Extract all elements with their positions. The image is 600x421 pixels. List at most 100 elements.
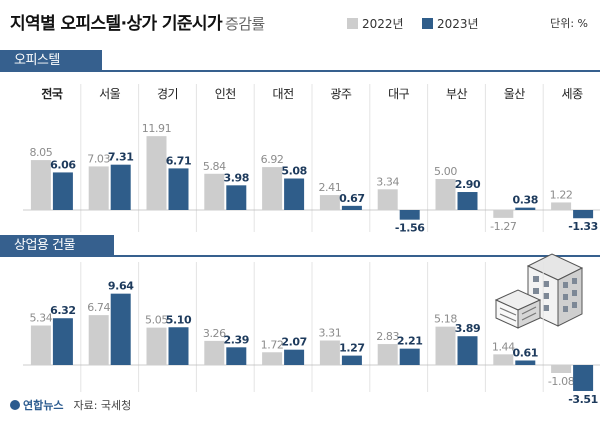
data-label: 6.74 (87, 301, 110, 314)
bar-2022 (30, 160, 51, 210)
bar-2022 (435, 179, 456, 210)
category-label: 인천 (214, 87, 237, 101)
data-label: 11.91 (142, 122, 172, 135)
data-label: 0.61 (513, 346, 539, 359)
logo-icon (10, 400, 20, 410)
data-label: 8.05 (29, 146, 52, 159)
data-label: 3.31 (318, 327, 341, 340)
category-label: 대전 (272, 87, 295, 101)
data-label: 6.92 (261, 153, 284, 166)
data-label: 9.64 (108, 280, 134, 293)
data-label: 5.05 (145, 314, 168, 327)
data-label: 3.89 (455, 322, 481, 335)
bar-2023 (573, 365, 594, 391)
data-label: 3.98 (224, 171, 250, 184)
bar-2022 (204, 340, 225, 365)
category-label: 경기 (156, 87, 179, 101)
bar-2023 (457, 336, 478, 365)
data-label: 6.71 (166, 154, 192, 167)
data-label: 2.07 (281, 336, 307, 349)
title-main: 지역별 오피스텔·상가 기준시가 (10, 14, 223, 34)
chart-header: 지역별 오피스텔·상가 기준시가 증감률 2022년 2023년 단위: % (0, 0, 600, 44)
section-header-commercial: 상업용 건물 (0, 235, 600, 257)
data-label: -1.56 (395, 222, 425, 235)
data-label: 1.22 (550, 188, 573, 201)
bar-2023 (168, 327, 189, 365)
bar-2023 (168, 168, 189, 210)
data-label: 5.08 (281, 165, 307, 178)
legend-label-2023: 2023년 (437, 17, 479, 31)
bar-2023 (515, 207, 536, 210)
bar-2022 (262, 167, 283, 210)
bar-2023 (341, 205, 362, 210)
data-label: 5.10 (166, 313, 192, 326)
bar-2023 (284, 349, 305, 365)
bar-2023 (52, 318, 73, 365)
bar-2022 (377, 344, 398, 365)
data-label: 2.21 (397, 335, 423, 348)
chart-title: 지역별 오피스텔·상가 기준시가 증감률 (10, 9, 265, 34)
bar-2023 (52, 172, 73, 210)
category-label: 광주 (330, 87, 352, 101)
source-label: 자료: 국세청 (73, 399, 132, 412)
data-label: 2.83 (376, 330, 399, 343)
yonhap-logo: 연합뉴스 (10, 397, 63, 413)
bar-2022 (493, 210, 514, 218)
title-sub: 증감률 (225, 15, 265, 33)
bar-2022 (204, 173, 225, 210)
data-label: 0.67 (339, 192, 365, 205)
bar-2023 (226, 185, 247, 210)
building-icon (494, 253, 584, 329)
building-illustration (494, 253, 584, 329)
bar-2023 (110, 293, 131, 365)
bar-2022 (88, 166, 109, 210)
section-header-officetel: 오피스텔 (0, 50, 600, 72)
bar-2023 (515, 360, 536, 365)
bar-2022 (551, 365, 572, 373)
bar-2023 (573, 210, 594, 219)
unit-label: 단위: % (550, 17, 588, 30)
bar-2022 (88, 315, 109, 365)
section-rule (0, 255, 600, 257)
bar-2022 (493, 354, 514, 365)
legend-item-2022: 2022년 (347, 15, 404, 32)
bar-2022 (319, 195, 340, 210)
data-label: 5.84 (203, 160, 226, 173)
legend-item-2023: 2023년 (422, 15, 479, 32)
bar-2023 (457, 192, 478, 210)
legend-swatch-2023 (422, 18, 433, 29)
section-title-commercial: 상업용 건물 (0, 235, 114, 257)
bar-2023 (399, 210, 420, 220)
data-label: -1.08 (548, 375, 575, 388)
logo-text: 연합뉴스 (23, 399, 64, 412)
footer: 연합뉴스 자료: 국세청 (10, 397, 131, 413)
category-label: 세종 (561, 87, 584, 101)
data-label: 1.44 (492, 340, 515, 353)
data-label: 7.03 (87, 152, 110, 165)
bar-2023 (226, 347, 247, 365)
data-label: 2.39 (224, 333, 250, 346)
data-label: -1.27 (490, 220, 517, 233)
data-label: 0.38 (513, 194, 539, 207)
legend-label-2022: 2022년 (362, 17, 404, 31)
section-title-officetel: 오피스텔 (0, 50, 102, 72)
category-label: 대구 (388, 87, 410, 101)
category-label: 전국 (41, 87, 63, 101)
data-label: 5.34 (29, 311, 52, 324)
bar-2023 (110, 164, 131, 210)
data-label: 2.41 (318, 181, 341, 194)
data-label: 3.34 (376, 175, 399, 188)
data-label: 2.90 (455, 178, 481, 191)
category-label: 부산 (445, 87, 468, 101)
bar-2023 (399, 348, 420, 365)
data-label: 7.31 (108, 151, 134, 164)
bar-2022 (146, 327, 167, 365)
category-label: 울산 (503, 87, 526, 101)
data-label: 5.18 (434, 313, 457, 326)
legend-swatch-2022 (347, 18, 358, 29)
category-label: 서울 (99, 87, 121, 101)
bar-2022 (435, 326, 456, 365)
bar-2022 (262, 352, 283, 365)
bar-2023 (284, 178, 305, 210)
